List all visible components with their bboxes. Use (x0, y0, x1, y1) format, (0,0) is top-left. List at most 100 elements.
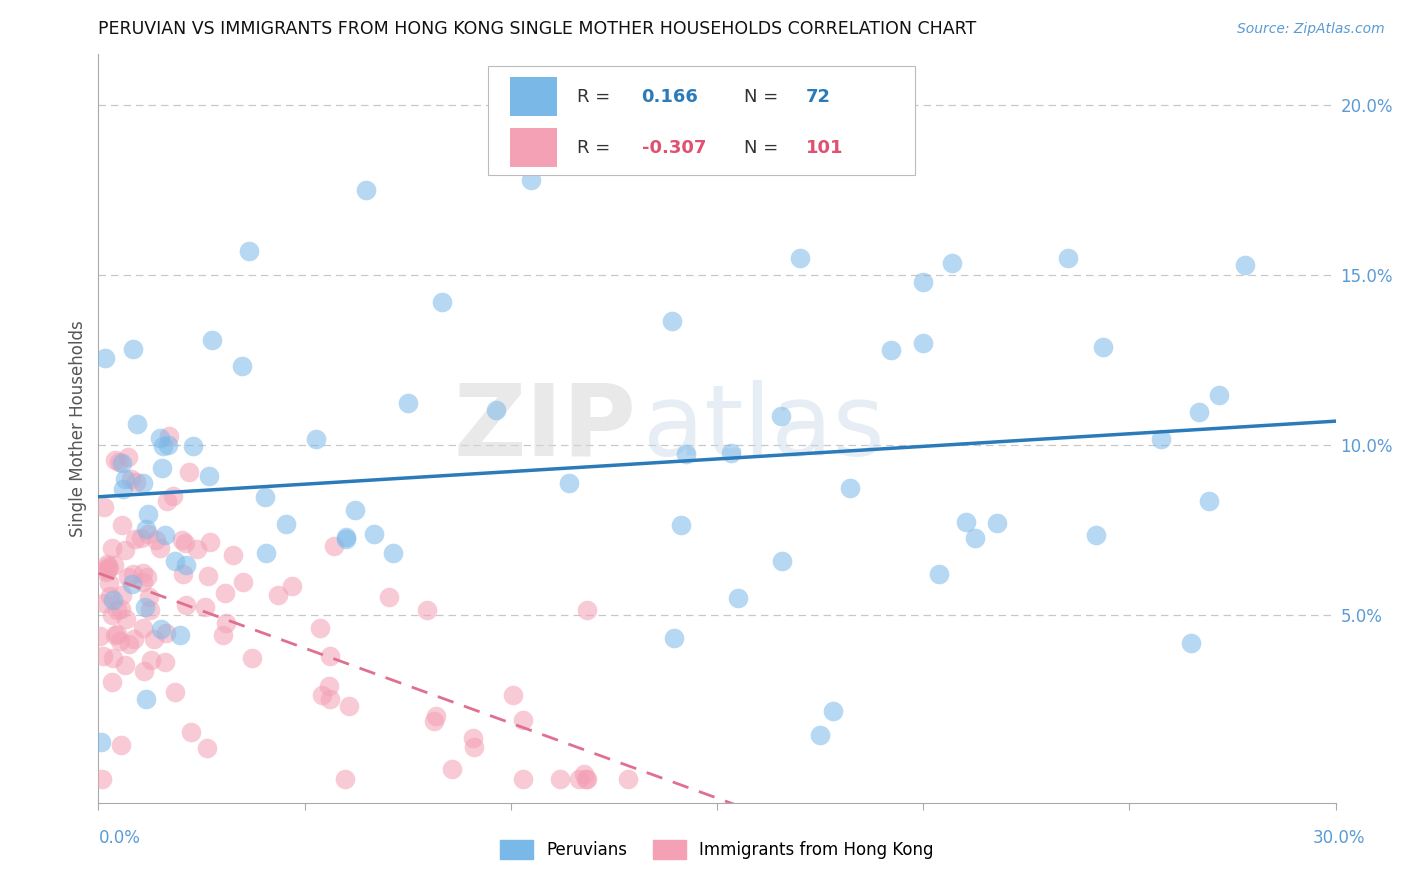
Point (305, 433, 328, 447)
Point (108, 455, 131, 469)
Point (153, 655, 176, 669)
Point (111, 518, 134, 533)
Point (194, 599, 217, 614)
Point (214, 585, 236, 599)
Text: Source: ZipAtlas.com: Source: ZipAtlas.com (1237, 22, 1385, 37)
Text: R =: R = (578, 139, 616, 157)
Point (675, 447, 697, 461)
Point (169, 628, 191, 642)
FancyBboxPatch shape (510, 128, 557, 167)
Point (1149, 432, 1171, 446)
Point (152, 439, 174, 453)
Text: 30.0%: 30.0% (1312, 829, 1365, 847)
Point (1092, 339, 1115, 353)
FancyBboxPatch shape (510, 78, 557, 116)
Point (512, 772, 534, 786)
Text: 0.0%: 0.0% (98, 829, 141, 847)
Point (318, 648, 340, 663)
Point (548, 772, 571, 786)
Point (502, 688, 524, 702)
Point (253, 490, 276, 504)
Point (89, 629, 111, 643)
Point (105, 627, 128, 641)
Point (174, 598, 197, 612)
Point (134, 600, 156, 615)
Point (720, 446, 742, 460)
Point (880, 343, 903, 358)
Point (132, 566, 155, 580)
Legend: Peruvians, Immigrants from Hong Kong: Peruvians, Immigrants from Hong Kong (494, 833, 941, 865)
Point (240, 651, 263, 665)
Point (318, 680, 340, 694)
Point (789, 251, 811, 265)
Point (90, 735, 112, 749)
Point (1233, 258, 1256, 272)
Point (156, 438, 179, 452)
Point (567, 772, 589, 786)
Point (103, 558, 125, 572)
Point (149, 432, 172, 446)
Text: N =: N = (744, 139, 785, 157)
Point (662, 631, 685, 645)
Point (965, 531, 987, 545)
Point (200, 534, 222, 549)
Point (118, 637, 141, 651)
Point (727, 591, 749, 606)
Point (232, 575, 254, 590)
Point (101, 541, 124, 555)
Point (461, 731, 484, 745)
Point (441, 763, 464, 777)
Point (617, 772, 640, 786)
Point (121, 577, 143, 591)
Point (96, 562, 118, 576)
Text: ZIP: ZIP (454, 380, 637, 476)
Point (114, 612, 136, 626)
Point (111, 588, 134, 602)
Point (101, 608, 124, 623)
Point (195, 741, 218, 756)
Point (127, 417, 149, 431)
Point (1198, 493, 1220, 508)
Point (311, 688, 333, 702)
Point (343, 503, 366, 517)
Point (576, 772, 599, 786)
Point (132, 575, 155, 590)
Point (124, 532, 146, 546)
Point (186, 542, 208, 557)
Point (356, 183, 378, 197)
Point (520, 172, 543, 186)
Text: 101: 101 (806, 139, 844, 157)
Point (769, 409, 792, 423)
Point (145, 533, 167, 548)
Point (941, 256, 963, 270)
Point (333, 772, 356, 786)
Point (422, 714, 444, 729)
Point (1180, 636, 1202, 650)
Point (96, 565, 118, 579)
Point (97, 559, 120, 574)
Text: 72: 72 (806, 87, 831, 105)
Point (139, 603, 162, 617)
Point (839, 481, 862, 495)
Point (135, 521, 157, 535)
Point (180, 725, 202, 739)
Point (267, 588, 290, 602)
Point (174, 536, 197, 550)
Point (131, 531, 153, 545)
Point (254, 545, 277, 559)
Point (136, 507, 159, 521)
Point (100, 675, 122, 690)
Point (101, 592, 124, 607)
Point (309, 621, 332, 635)
Point (485, 403, 508, 417)
Point (1056, 251, 1078, 265)
Point (201, 333, 224, 347)
Point (93, 596, 115, 610)
Point (231, 359, 253, 373)
Point (396, 395, 419, 409)
Point (141, 653, 163, 667)
Point (149, 622, 172, 636)
Point (912, 275, 935, 289)
Point (98, 589, 121, 603)
Text: N =: N = (744, 87, 785, 105)
